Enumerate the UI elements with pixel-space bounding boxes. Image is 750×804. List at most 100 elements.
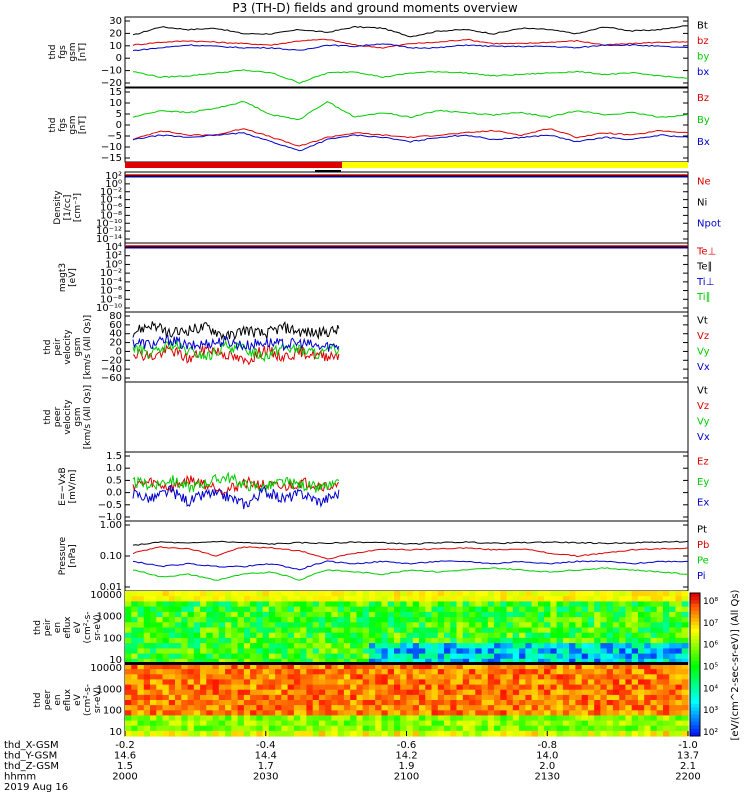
spec-cell: [331, 720, 339, 727]
spec-cell: [494, 591, 501, 597]
spec-cell: [168, 700, 176, 706]
spec-cell: [569, 648, 576, 655]
legend-Pi: Pi: [697, 571, 706, 582]
y-axis-label: magt3: [58, 263, 68, 292]
spec-cell: [650, 730, 658, 737]
spec-cell: [168, 720, 176, 727]
spec-cell: [262, 725, 270, 732]
spec-cell: [462, 684, 470, 691]
spec-cell: [400, 606, 408, 613]
spec-cell: [306, 669, 314, 675]
spec-cell: [256, 730, 264, 737]
spec-cell: [381, 591, 389, 597]
spec-cell: [281, 725, 289, 732]
spec-cell: [156, 622, 164, 629]
spec-cell: [312, 689, 320, 696]
spec-cell: [206, 622, 214, 629]
spec-cell: [437, 710, 445, 716]
spec-cell: [312, 601, 320, 608]
spec-cell: [656, 658, 664, 665]
spec-cell: [600, 601, 608, 608]
spec-cell: [387, 689, 395, 696]
spec-cell: [369, 664, 376, 670]
spec-cell: [562, 611, 570, 618]
spec-cell: [200, 617, 207, 623]
spec-cell: [487, 705, 495, 711]
spec-cell: [450, 725, 458, 732]
spec-cell: [262, 710, 270, 716]
spec-cell: [150, 653, 157, 660]
spec-cell: [356, 611, 364, 618]
panel-frame: [124, 171, 689, 244]
y-axis-label: peir: [43, 618, 53, 636]
spec-cell: [162, 679, 170, 686]
legend-Ni: Ni: [697, 198, 707, 209]
spec-cell: [587, 725, 595, 732]
spec-cell: [612, 606, 620, 613]
spec-cell: [156, 674, 164, 680]
spec-cell: [243, 622, 251, 629]
spec-cell: [594, 637, 602, 644]
spec-cell: [644, 596, 652, 602]
spec-cell: [387, 730, 395, 737]
spec-cell: [387, 648, 395, 655]
spec-cell: [638, 627, 645, 634]
spec-cell: [594, 653, 602, 660]
spec-cell: [569, 637, 576, 644]
spec-cell: [356, 627, 364, 634]
spec-cell: [237, 627, 245, 634]
y-axis-label: (cm²-s-: [83, 611, 93, 643]
y-tick-label: 10⁴: [105, 242, 122, 253]
spec-cell: [638, 653, 645, 660]
spec-cell: [231, 715, 239, 722]
spec-cell: [675, 648, 683, 655]
spec-cell: [406, 606, 414, 613]
spec-cell: [500, 601, 508, 608]
spec-cell: [644, 705, 652, 711]
spec-cell: [631, 653, 639, 660]
spec-cell: [519, 596, 526, 602]
y-tick-label: 15: [109, 87, 122, 98]
spec-cell: [293, 664, 301, 670]
y-tick-label: 0: [116, 346, 122, 357]
colorbar-segment: [690, 600, 700, 605]
spec-cell: [268, 720, 276, 727]
spec-cell: [306, 637, 314, 644]
spec-cell: [550, 700, 558, 706]
spec-cell: [168, 730, 176, 737]
spec-cell: [400, 720, 408, 727]
spec-cell: [444, 632, 451, 639]
spec-cell: [181, 720, 189, 727]
spec-cell: [181, 710, 189, 716]
spec-cell: [450, 664, 458, 670]
spec-cell: [243, 627, 251, 634]
spec-cell: [600, 674, 608, 680]
spec-cell: [318, 710, 326, 716]
spec-cell: [612, 627, 620, 634]
spec-cell: [318, 632, 326, 639]
spec-cell: [575, 632, 583, 639]
spec-cell: [631, 658, 639, 665]
spec-cell: [262, 627, 270, 634]
spec-cell: [287, 689, 295, 696]
spec-cell: [581, 725, 589, 732]
spec-cell: [587, 637, 595, 644]
spec-cell: [200, 591, 207, 597]
spec-cell: [387, 637, 395, 644]
spec-cell: [343, 653, 351, 660]
spec-cell: [125, 591, 132, 597]
footer-value: 14.6: [114, 751, 136, 762]
spec-cell: [556, 648, 564, 655]
spec-cell: [312, 632, 320, 639]
spec-cell: [262, 720, 270, 727]
spec-cell: [193, 622, 201, 629]
spec-cell: [500, 674, 508, 680]
spec-cell: [181, 596, 189, 602]
spec-cell: [369, 617, 376, 623]
spec-cell: [506, 689, 514, 696]
colorbar-segment: [690, 650, 700, 655]
spec-cell: [450, 596, 458, 602]
spec-cell: [575, 664, 583, 670]
spec-cell: [218, 705, 226, 711]
colorbar-segment: [690, 593, 700, 598]
